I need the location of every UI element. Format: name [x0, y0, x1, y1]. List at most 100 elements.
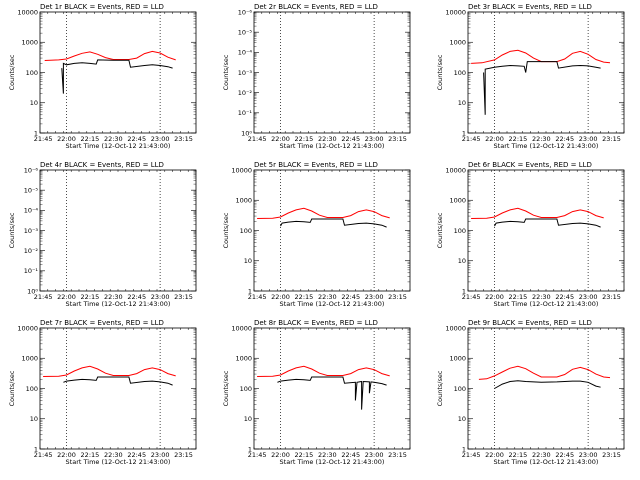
y-tick-label: 1	[462, 287, 466, 295]
x-tick-label: 22:45	[555, 135, 574, 143]
y-axis-label: Counts/sec	[436, 212, 444, 248]
y-tick-label: 1	[34, 445, 38, 453]
y-tick-label: 10⁻¹	[238, 109, 253, 117]
x-axis-label: Start Time (12-Oct-12 21:43:00)	[66, 142, 171, 150]
y-tick-label: 1000	[449, 197, 466, 205]
x-tick-label: 23:15	[602, 135, 621, 143]
plot-frame	[467, 169, 625, 292]
y-tick-label: 10000	[445, 166, 466, 174]
x-tick-label: 22:00	[485, 451, 504, 459]
y-tick-label: 10⁻³	[24, 227, 39, 235]
y-axis-label: Counts/sec	[222, 370, 230, 406]
x-tick-label: 22:30	[318, 451, 337, 459]
y-tick-label: 100	[26, 69, 38, 77]
x-tick-label: 22:45	[127, 135, 146, 143]
panel-title: Det 9r BLACK = Events, RED = LLD	[468, 319, 592, 327]
x-tick-label: 22:45	[341, 451, 360, 459]
panel-title: Det 8r BLACK = Events, RED = LLD	[254, 319, 378, 327]
x-tick-label: 21:45	[248, 135, 267, 143]
panel-title: Det 3r BLACK = Events, RED = LLD	[468, 3, 592, 11]
y-tick-label: 100	[454, 385, 466, 393]
x-tick-label: 21:45	[462, 293, 481, 301]
y-tick-label: 100	[240, 385, 252, 393]
x-tick-label: 23:00	[579, 293, 598, 301]
x-axis-label: Start Time (12-Oct-12 21:43:00)	[494, 458, 599, 466]
y-tick-label: 10000	[17, 8, 38, 16]
y-tick-label: 100	[454, 227, 466, 235]
x-tick-label: 22:15	[81, 451, 100, 459]
y-tick-label: 10⁻²	[238, 89, 253, 97]
y-tick-label: 10	[30, 99, 38, 107]
y-tick-label: 1	[462, 129, 466, 137]
x-tick-label: 21:45	[462, 135, 481, 143]
y-axis-label: Counts/sec	[436, 54, 444, 90]
y-tick-label: 1	[34, 129, 38, 137]
x-tick-label: 23:00	[151, 451, 170, 459]
x-tick-label: 23:00	[151, 135, 170, 143]
y-tick-label: 10	[244, 257, 252, 265]
x-tick-label: 22:30	[104, 135, 123, 143]
x-tick-label: 23:00	[579, 451, 598, 459]
x-tick-label: 22:45	[127, 451, 146, 459]
x-tick-label: 22:15	[509, 451, 528, 459]
x-axis-label: Start Time (12-Oct-12 21:43:00)	[280, 300, 385, 308]
plot-frame	[39, 169, 197, 292]
x-tick-label: 22:45	[341, 135, 360, 143]
plot-frame	[467, 11, 625, 134]
x-tick-label: 22:30	[104, 293, 123, 301]
y-tick-label: 10000	[445, 324, 466, 332]
y-tick-label: 10	[244, 415, 252, 423]
y-tick-label: 10⁻²	[24, 247, 39, 255]
x-tick-label: 22:15	[81, 293, 100, 301]
x-tick-label: 22:45	[341, 293, 360, 301]
x-tick-label: 22:30	[532, 135, 551, 143]
y-tick-label: 10	[30, 415, 38, 423]
y-axis-label: Counts/sec	[436, 370, 444, 406]
y-tick-label: 10⁻¹	[24, 267, 39, 275]
y-axis-label: Counts/sec	[222, 54, 230, 90]
x-tick-label: 23:00	[365, 293, 384, 301]
panel-det-6r: Det 6r BLACK = Events, RED = LLD 1 10 100 10…	[436, 161, 625, 308]
y-tick-label: 100	[240, 227, 252, 235]
y-tick-label: 10	[458, 99, 466, 107]
y-axis-label: Counts/sec	[8, 54, 16, 90]
y-tick-label: 10000	[231, 324, 252, 332]
y-tick-label: 10⁻⁶	[24, 166, 39, 174]
x-tick-label: 22:30	[104, 451, 123, 459]
x-tick-label: 23:15	[602, 451, 621, 459]
lld-series-line	[478, 365, 611, 380]
x-tick-label: 21:45	[34, 135, 53, 143]
x-tick-label: 22:45	[555, 451, 574, 459]
x-tick-label: 23:15	[602, 293, 621, 301]
x-tick-label: 22:00	[57, 451, 76, 459]
x-tick-label: 23:15	[388, 451, 407, 459]
y-tick-label: 100	[26, 385, 38, 393]
lld-series-line	[471, 207, 604, 219]
panel-title: Det 1r BLACK = Events, RED = LLD	[40, 3, 164, 11]
y-tick-label: 10	[458, 257, 466, 265]
x-axis-label: Start Time (12-Oct-12 21:43:00)	[280, 142, 385, 150]
x-tick-label: 22:15	[81, 135, 100, 143]
x-tick-label: 22:30	[532, 293, 551, 301]
events-series-line	[280, 218, 387, 228]
y-tick-label: 10⁻⁶	[238, 8, 253, 16]
x-tick-label: 22:15	[509, 293, 528, 301]
y-tick-label: 1	[462, 445, 466, 453]
y-tick-label: 1000	[235, 197, 252, 205]
y-axis-label: Counts/sec	[8, 370, 16, 406]
y-axis-label: Counts/sec	[8, 212, 16, 248]
y-tick-label: 1000	[449, 39, 466, 47]
plot-frame	[39, 327, 197, 450]
y-tick-label: 1000	[235, 355, 252, 363]
x-tick-label: 23:15	[388, 293, 407, 301]
x-tick-label: 22:00	[485, 135, 504, 143]
panel-det-1r: Det 1r BLACK = Events, RED = LLD 1 10 100 10…	[8, 3, 197, 150]
x-tick-label: 22:15	[295, 135, 314, 143]
x-tick-label: 22:00	[57, 293, 76, 301]
events-series-line	[494, 380, 601, 389]
x-tick-label: 22:00	[271, 451, 290, 459]
x-tick-label: 21:45	[34, 451, 53, 459]
lld-series-line	[257, 207, 390, 219]
y-tick-label: 1000	[21, 355, 38, 363]
